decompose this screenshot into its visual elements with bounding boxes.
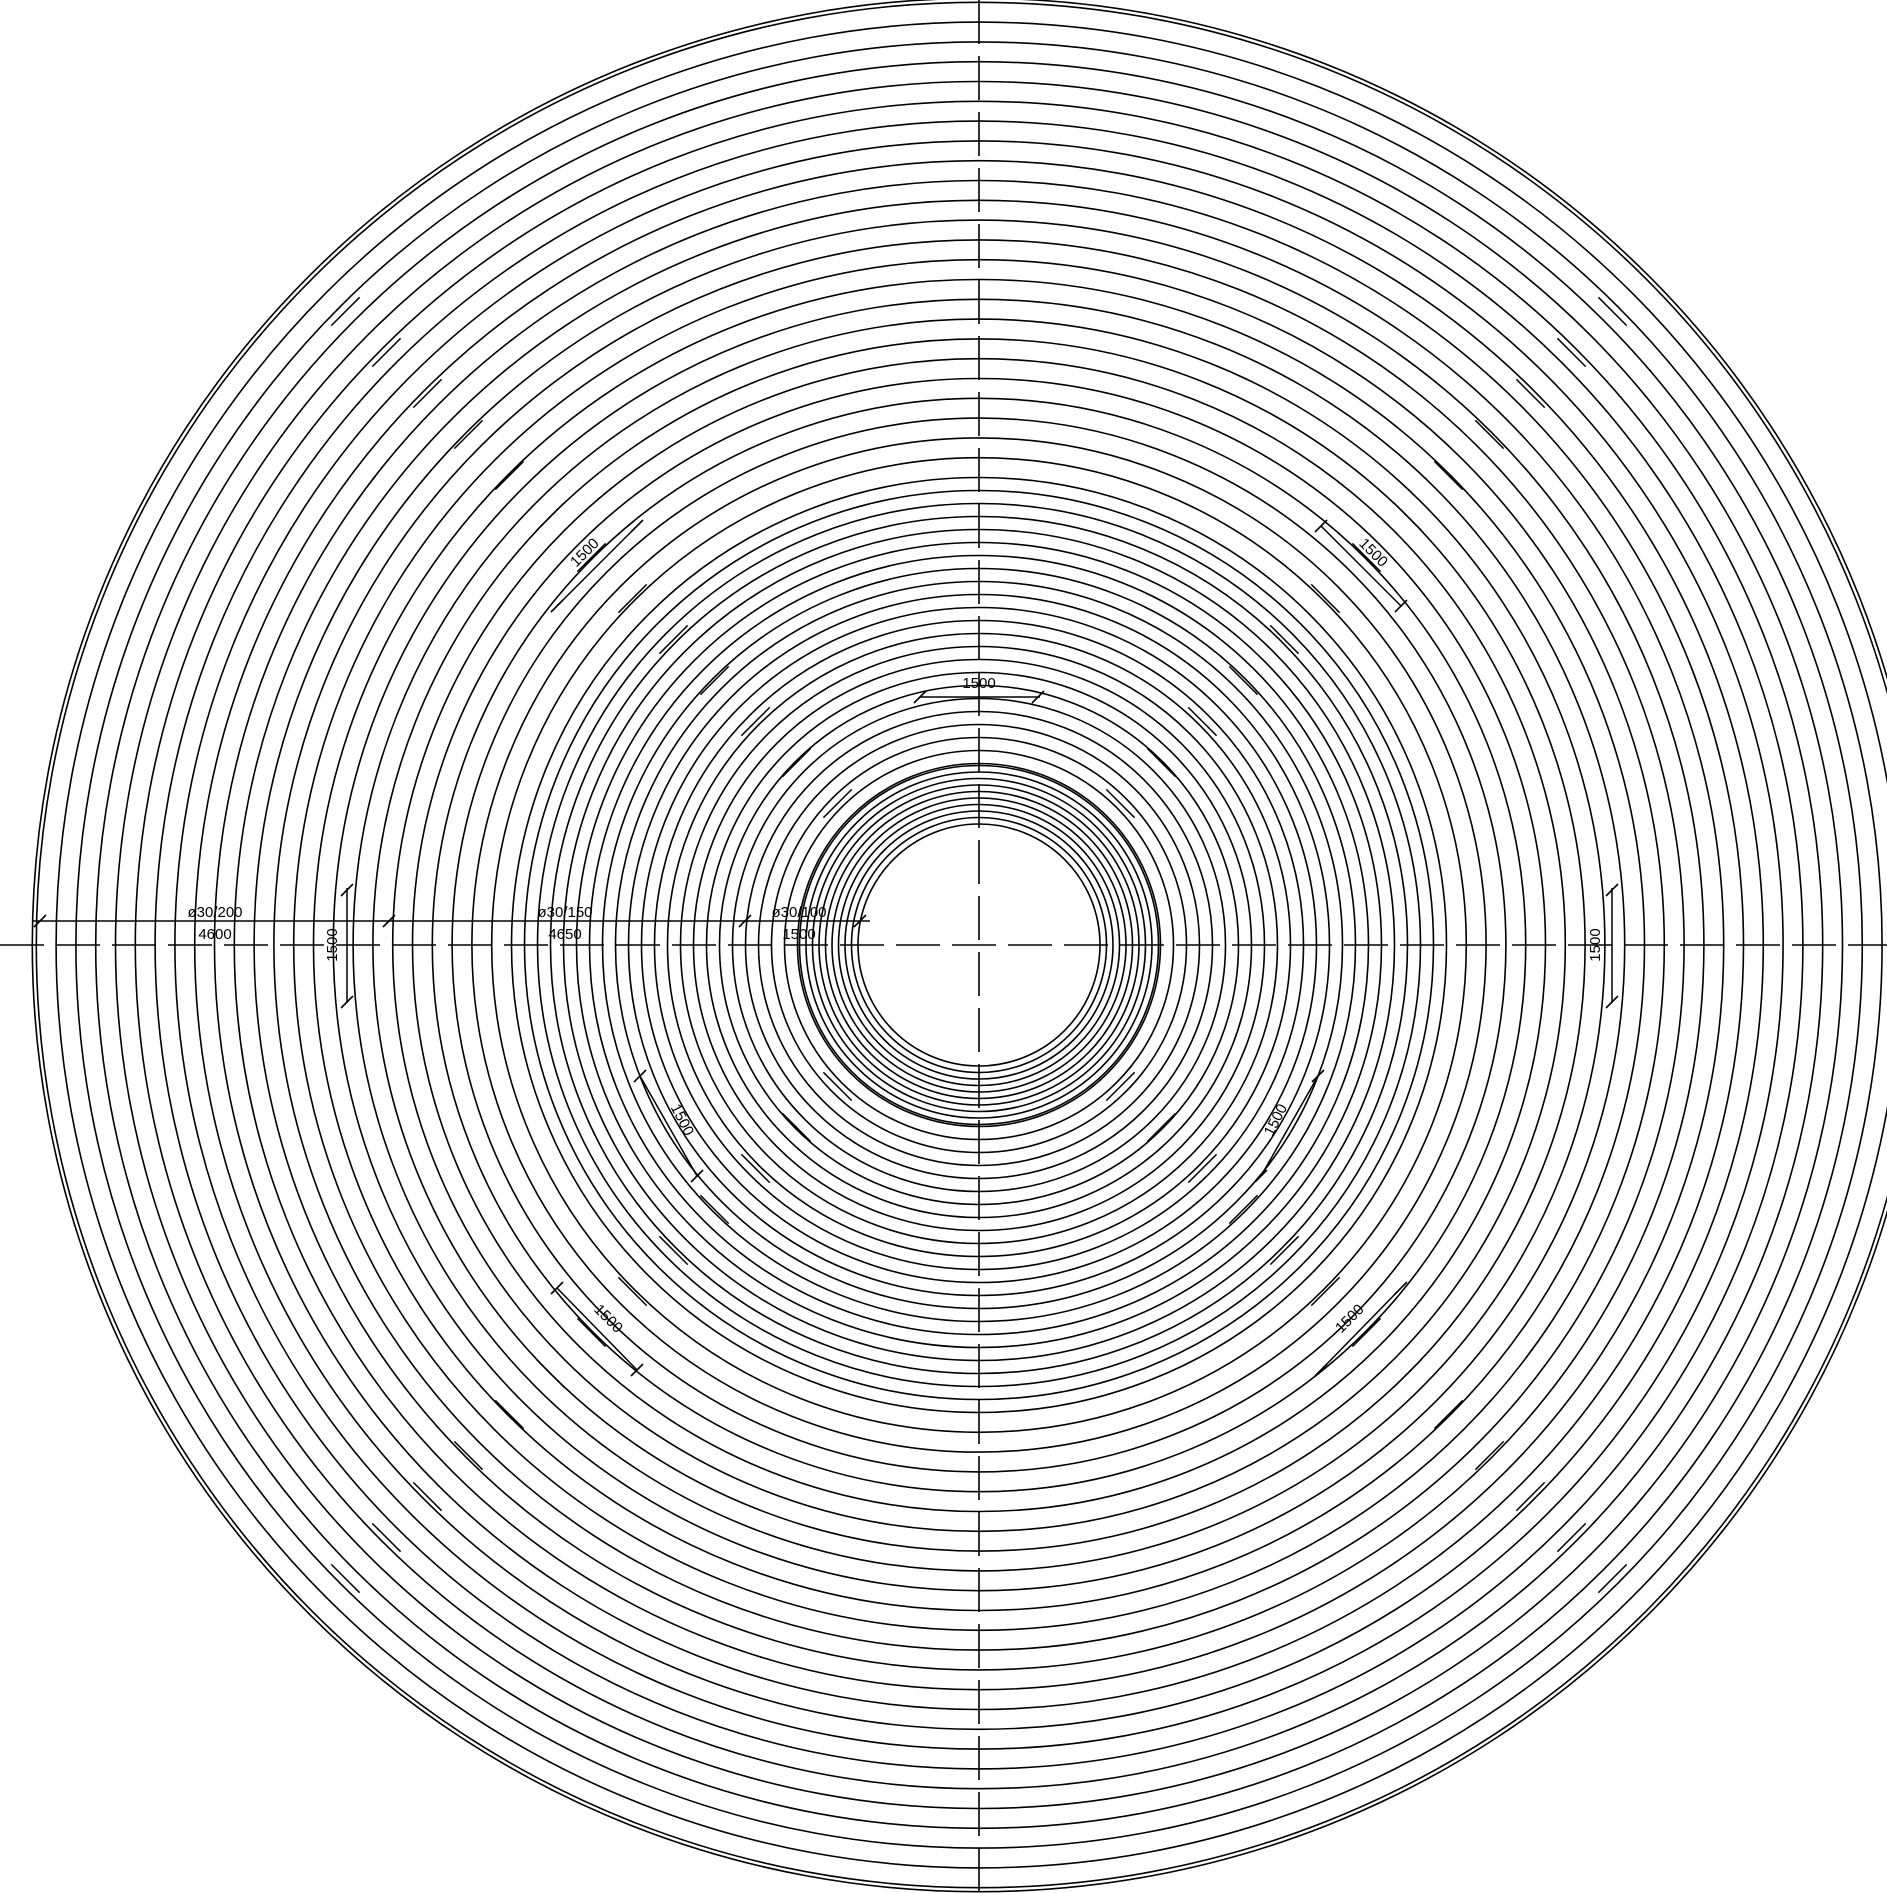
dimension-tick bbox=[1314, 519, 1328, 533]
zone-outer-length-label: 4600 bbox=[198, 926, 231, 943]
lap-mark bbox=[1433, 460, 1464, 491]
lap-mark bbox=[535, 1358, 566, 1389]
dimension-tick bbox=[550, 1281, 564, 1295]
dimension-tick bbox=[1394, 1281, 1408, 1295]
dimension-tick bbox=[33, 914, 47, 928]
lap-mark bbox=[617, 583, 648, 614]
lap-mark bbox=[576, 542, 607, 573]
zone-inner-bar-label: ø30/100 bbox=[771, 904, 826, 921]
lap-mark bbox=[1474, 1440, 1505, 1471]
lap-mark bbox=[1269, 1235, 1300, 1266]
lap-mark bbox=[1228, 1194, 1259, 1225]
lap-mark bbox=[1515, 1481, 1546, 1512]
lap-mark bbox=[1351, 542, 1382, 573]
zone-inner-length-label: 1500 bbox=[782, 926, 815, 943]
lap-mark bbox=[822, 788, 853, 819]
lap-mark bbox=[1310, 1276, 1341, 1307]
zone-outer-bar-label: ø30/200 bbox=[187, 904, 242, 921]
lap-mark bbox=[617, 1276, 648, 1307]
lap-mark bbox=[330, 296, 361, 327]
lap-mark bbox=[1146, 747, 1177, 778]
lap-mark bbox=[1392, 1358, 1423, 1389]
dimension-tick bbox=[853, 914, 867, 928]
lap-mark bbox=[699, 1194, 730, 1225]
lap-mark bbox=[781, 747, 812, 778]
lap-mark bbox=[658, 1235, 689, 1266]
lap-mark bbox=[740, 1153, 771, 1184]
lap-mark bbox=[1515, 378, 1546, 409]
lap-mark bbox=[330, 1563, 361, 1594]
lap-mark bbox=[822, 1071, 853, 1102]
dimension-tick bbox=[1314, 1363, 1328, 1377]
segment-dim-right-label: 1500 bbox=[1587, 928, 1604, 961]
lap-mark bbox=[412, 1481, 443, 1512]
lap-mark bbox=[1392, 501, 1423, 532]
dimension-tick bbox=[340, 995, 354, 1009]
lap-mark bbox=[1105, 788, 1136, 819]
radial-lap-marks bbox=[330, 296, 1628, 1594]
dimension-tick bbox=[1605, 995, 1619, 1009]
lap-mark bbox=[371, 337, 402, 368]
dimension-lines bbox=[32, 519, 1619, 1377]
dimension-tick bbox=[738, 914, 752, 928]
lap-mark bbox=[1310, 583, 1341, 614]
lap-mark bbox=[740, 706, 771, 737]
lap-mark bbox=[1556, 1522, 1587, 1553]
lap-mark bbox=[535, 501, 566, 532]
segment-dim-lower-right-outer-line bbox=[1320, 1287, 1402, 1371]
dimension-tick bbox=[340, 883, 354, 897]
lap-mark bbox=[453, 1440, 484, 1471]
lap-mark bbox=[1187, 1153, 1218, 1184]
concentric-rebar-rings bbox=[31, 0, 1887, 1893]
segment-dim-upper-right-line bbox=[1320, 525, 1402, 607]
lap-mark bbox=[371, 1522, 402, 1553]
segment-dim-lower-left-inner-line bbox=[639, 1075, 698, 1177]
lap-mark bbox=[1228, 665, 1259, 696]
lap-mark bbox=[494, 1399, 525, 1430]
dimension-tick bbox=[633, 1069, 647, 1083]
lap-mark bbox=[1556, 337, 1587, 368]
zone-middle-bar-label: ø30/150 bbox=[537, 904, 592, 921]
lap-mark bbox=[781, 1112, 812, 1143]
lap-mark bbox=[699, 665, 730, 696]
dimension-tick bbox=[1605, 883, 1619, 897]
dimension-tick bbox=[913, 690, 927, 704]
lap-mark bbox=[1105, 1071, 1136, 1102]
dimension-tick bbox=[630, 519, 644, 533]
lap-mark bbox=[1187, 706, 1218, 737]
lap-mark bbox=[494, 460, 525, 491]
lap-mark bbox=[453, 419, 484, 450]
lap-mark bbox=[576, 1317, 607, 1348]
segment-dim-left-label: 1500 bbox=[324, 928, 341, 961]
dimension-tick bbox=[1031, 690, 1045, 704]
segment-dim-lower-left-inner-label: 1500 bbox=[667, 1101, 697, 1138]
dimension-tick bbox=[1311, 1069, 1325, 1083]
lap-mark bbox=[1597, 296, 1628, 327]
segment-dim-top-label: 1500 bbox=[962, 675, 995, 692]
zone-middle-length-label: 4650 bbox=[548, 926, 581, 943]
lap-mark bbox=[1351, 1317, 1382, 1348]
dimension-tick bbox=[382, 914, 396, 928]
lap-mark bbox=[1146, 1112, 1177, 1143]
lap-mark bbox=[1433, 1399, 1464, 1430]
dimension-tick bbox=[1394, 599, 1408, 613]
segment-dim-upper-left-line bbox=[556, 525, 638, 607]
dimension-tick bbox=[630, 1363, 644, 1377]
rebar-ring bbox=[31, 0, 1887, 1893]
lap-mark bbox=[1597, 1563, 1628, 1594]
dimension-tick bbox=[550, 599, 564, 613]
dimension-tick bbox=[690, 1169, 704, 1183]
segment-dim-lower-right-inner-line bbox=[1260, 1075, 1319, 1177]
lap-mark bbox=[1474, 419, 1505, 450]
lap-mark bbox=[412, 378, 443, 409]
lap-mark bbox=[1269, 624, 1300, 655]
segment-dim-lower-left-outer-line bbox=[556, 1287, 638, 1371]
lap-mark bbox=[658, 624, 689, 655]
segment-dim-lower-right-inner-label: 1500 bbox=[1261, 1101, 1291, 1138]
dimension-tick bbox=[1254, 1169, 1268, 1183]
